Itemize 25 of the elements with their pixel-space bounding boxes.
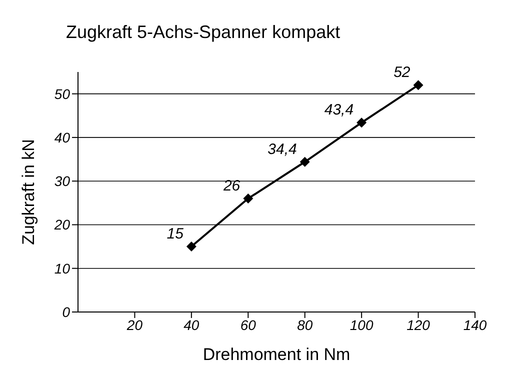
data-label: 43,4 — [324, 102, 354, 119]
point — [186, 242, 196, 252]
x-tick-label: 120 — [406, 316, 430, 333]
data-label: 15 — [166, 226, 184, 243]
x-tick-label: 140 — [463, 316, 487, 333]
y-tick-label: 50 — [54, 86, 70, 102]
x-tick-label: 60 — [240, 316, 256, 333]
x-tick-label: 20 — [126, 316, 143, 333]
y-tick-label: 0 — [62, 304, 70, 320]
y-tick-label: 40 — [54, 129, 70, 146]
data-label: 34,4 — [268, 140, 297, 158]
y-axis-title: Zugkraft in kN — [19, 139, 38, 245]
point — [243, 194, 254, 204]
x-tick-label: 80 — [297, 316, 313, 333]
point — [356, 118, 367, 128]
y-tick-label: 20 — [53, 216, 70, 233]
chart-title: Zugkraft 5-Achs-Spanner kompakt — [65, 21, 342, 44]
data-label: 52 — [394, 64, 411, 82]
x-tick-label: 100 — [350, 316, 374, 333]
point — [413, 80, 424, 90]
point — [300, 156, 310, 167]
x-tick-label: 40 — [184, 316, 200, 333]
x-axis-title: Drehmoment in Nm — [202, 345, 350, 364]
y-tick-label: 10 — [54, 260, 70, 276]
y-tick-label: 30 — [54, 173, 70, 190]
